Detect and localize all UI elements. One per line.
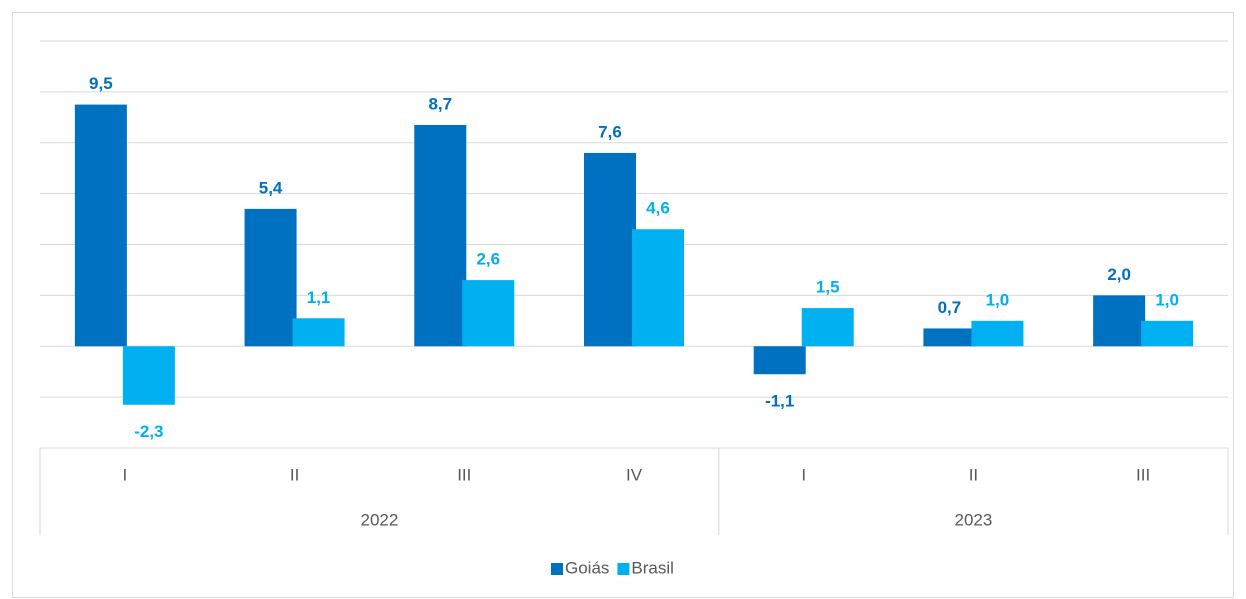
- x-tick-label: II: [290, 465, 299, 484]
- bar: [122, 346, 175, 405]
- group-label: 2022: [361, 510, 399, 529]
- data-label: 1,5: [816, 278, 840, 297]
- x-tick-label: I: [801, 465, 806, 484]
- data-label: 4,6: [646, 199, 670, 218]
- bar: [244, 208, 297, 347]
- bar: [1093, 295, 1146, 347]
- bar: [462, 280, 515, 347]
- group-label: 2023: [955, 510, 993, 529]
- bar: [753, 346, 806, 375]
- bar: [632, 229, 684, 347]
- legend-swatch: [551, 563, 563, 575]
- bar: [292, 318, 345, 347]
- data-label: -2,3: [134, 422, 163, 441]
- x-tick-label: II: [969, 465, 978, 484]
- bar: [414, 124, 467, 347]
- bar: [74, 104, 127, 347]
- data-label: 2,6: [476, 250, 500, 269]
- bar: [923, 328, 976, 347]
- data-label: -1,1: [765, 392, 794, 411]
- legend-label: Goiás: [565, 558, 609, 577]
- data-label: 1,0: [986, 290, 1010, 309]
- bar: [584, 152, 636, 347]
- data-label: 7,6: [598, 122, 622, 141]
- legend-swatch: [617, 563, 630, 575]
- data-label: 1,0: [1155, 290, 1179, 309]
- x-tick-label: III: [1136, 465, 1150, 484]
- data-label: 1,1: [307, 288, 331, 307]
- bar: [801, 308, 854, 347]
- data-label: 2,0: [1107, 265, 1131, 284]
- bar: [971, 320, 1024, 347]
- legend-label: Brasil: [631, 558, 674, 577]
- data-label: 0,7: [938, 298, 962, 317]
- x-tick-label: IV: [626, 465, 643, 484]
- x-tick-label: III: [457, 465, 471, 484]
- x-tick-label: I: [122, 465, 127, 484]
- data-label: 8,7: [428, 94, 452, 113]
- bar: [1141, 320, 1194, 347]
- data-label: 5,4: [259, 178, 283, 197]
- data-label: 9,5: [89, 74, 113, 93]
